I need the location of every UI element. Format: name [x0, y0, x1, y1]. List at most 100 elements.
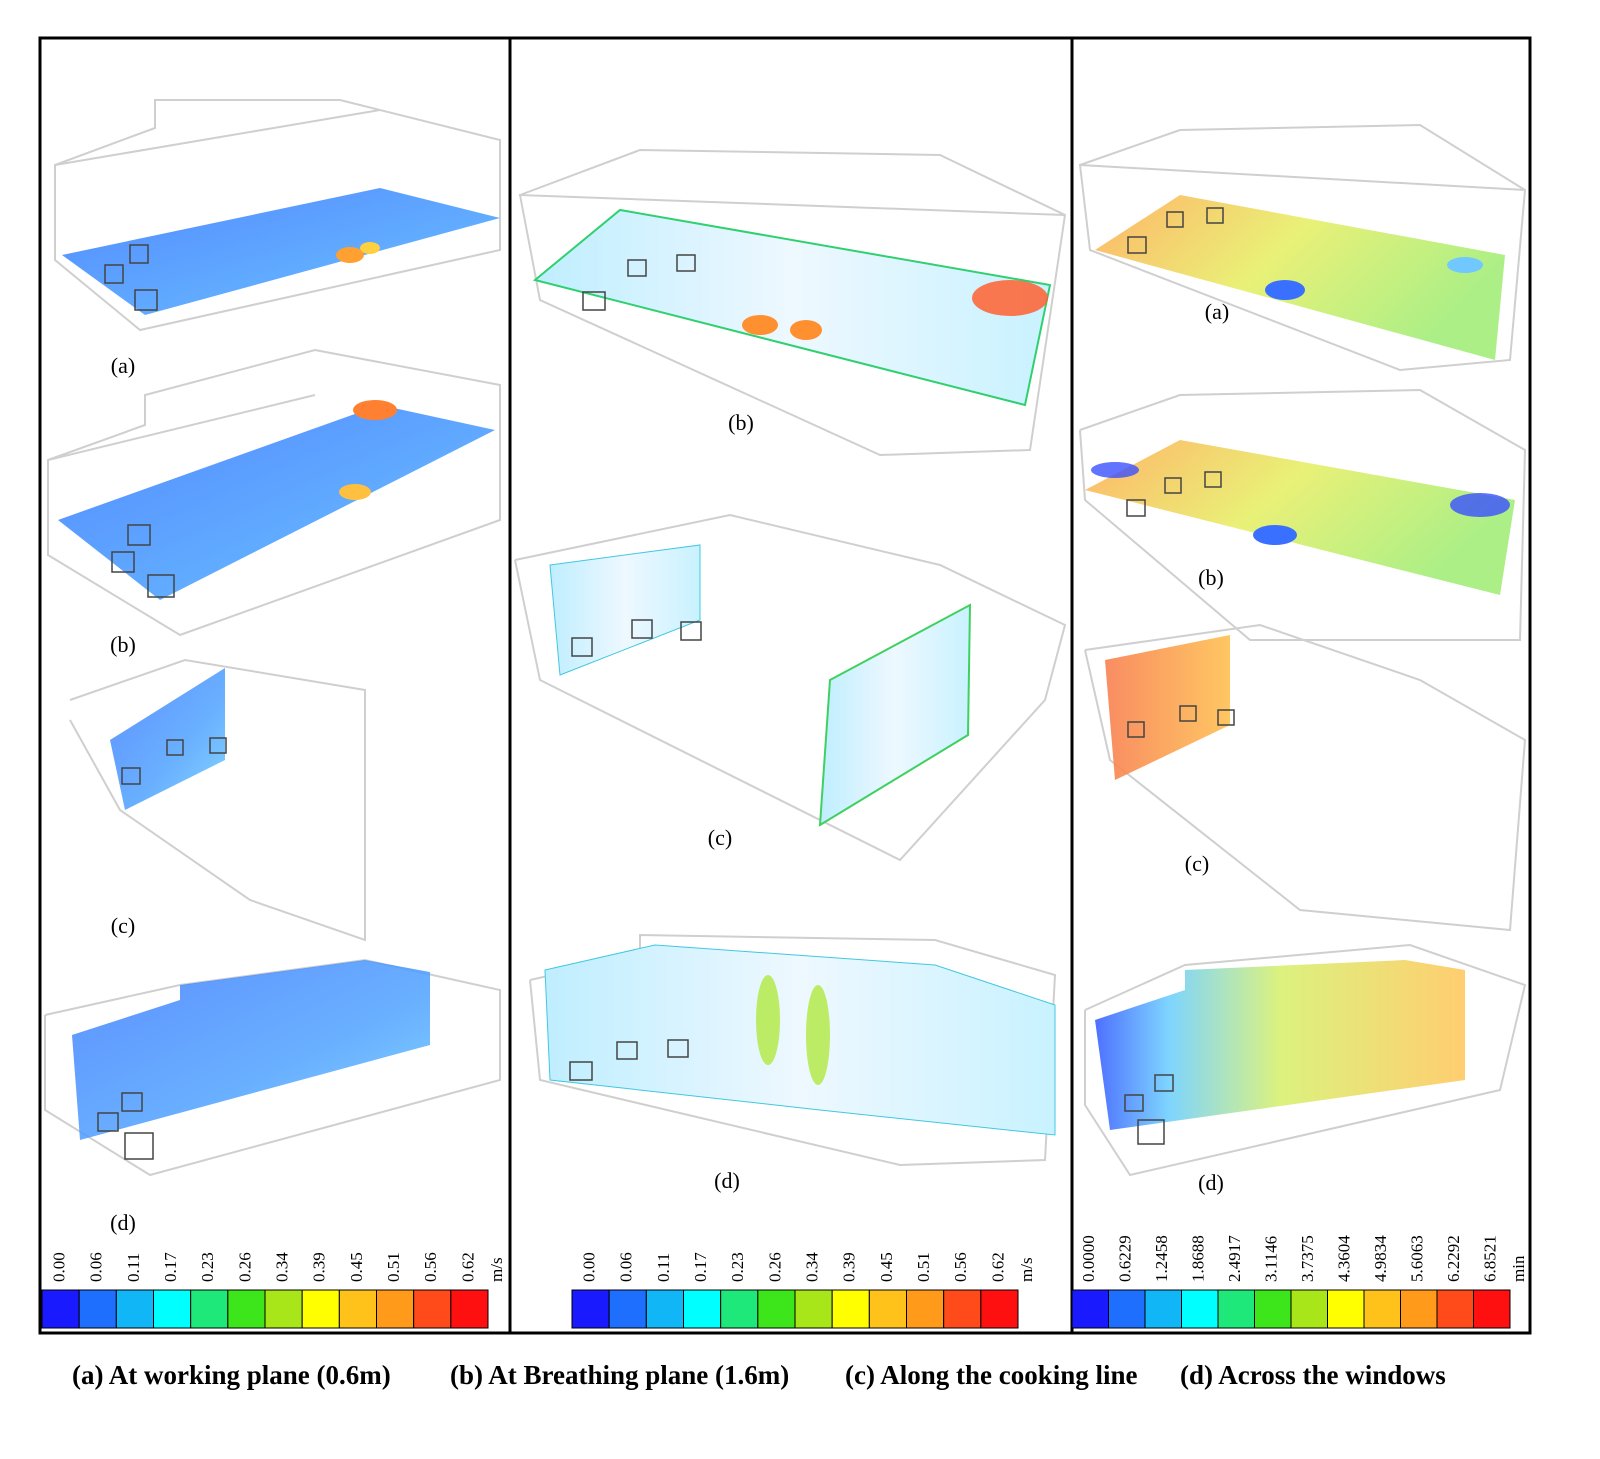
scene: [47, 348, 501, 637]
colorbar-label: 0.23: [728, 1252, 747, 1282]
colorbar-label: 0.17: [161, 1252, 180, 1282]
colorbar-cell: [683, 1289, 722, 1329]
colorbar-label: 0.26: [235, 1252, 254, 1282]
colorbar-label: 0.51: [384, 1252, 403, 1282]
colorbar-label: 0.26: [765, 1252, 784, 1282]
colorbar-cell: [1144, 1289, 1182, 1329]
colorbar-cell: [227, 1289, 266, 1329]
colorbar-cell: [794, 1289, 833, 1329]
colorbar-unit: m/s: [487, 1257, 506, 1282]
colorbar-cell: [757, 1289, 796, 1329]
colorbar-label: 0.45: [877, 1252, 896, 1282]
colorbar-label: 0.0000: [1079, 1235, 1098, 1282]
colorbar-cell: [1400, 1289, 1438, 1329]
panel-label: (c): [1185, 851, 1209, 876]
colorbar-label: 0.06: [87, 1252, 106, 1282]
scene: [1084, 943, 1527, 1177]
colorbar-label: 4.9834: [1371, 1235, 1390, 1282]
scene: [1078, 123, 1527, 372]
colorbar-label: 0.62: [458, 1252, 477, 1282]
colorbar-label: 3.7375: [1298, 1235, 1317, 1282]
colorbar-label: 4.3604: [1335, 1235, 1354, 1282]
colorbar-cell: [413, 1289, 452, 1329]
colorbar-cell: [571, 1289, 610, 1329]
colorbar-cell: [1108, 1289, 1146, 1329]
panel-label: (c): [111, 913, 135, 938]
scene: [514, 513, 1067, 862]
colorbar-cell: [1436, 1289, 1474, 1329]
colorbar-cell: [645, 1289, 684, 1329]
frame: [38, 36, 1532, 1335]
panel-label: (b): [110, 632, 136, 657]
colorbar-cell: [264, 1289, 303, 1329]
colorbar-cell: [720, 1289, 759, 1329]
colorbar-label: 1.2458: [1152, 1235, 1171, 1282]
colorbar-unit: min: [1509, 1255, 1528, 1282]
colorbar-label: 6.8521: [1481, 1235, 1500, 1282]
colorbar-label: 3.1146: [1262, 1236, 1281, 1282]
colorbar-cell: [1254, 1289, 1292, 1329]
colorbar-cell: [868, 1289, 907, 1329]
panel-label: (b): [1198, 565, 1224, 590]
colorbar-cell: [301, 1289, 340, 1329]
colorbar-label: 0.34: [272, 1252, 291, 1282]
scene: [54, 99, 501, 332]
colorbar-label: 0.23: [198, 1252, 217, 1282]
colorbar-cell: [1363, 1289, 1401, 1329]
panel-label: (d): [714, 1168, 740, 1193]
colorbar-label: 0.51: [914, 1252, 933, 1282]
colorbar-cell: [153, 1289, 192, 1329]
panel-label: (d): [110, 1210, 136, 1235]
colorbar-label: 0.6229: [1116, 1235, 1135, 1282]
scene: [69, 658, 366, 942]
caption: (c) Along the cooking line: [845, 1360, 1138, 1390]
colorbar-label: 0.06: [617, 1252, 636, 1282]
colorbar-label: 0.17: [691, 1252, 710, 1282]
scene: [44, 958, 501, 1177]
scene: [518, 148, 1067, 457]
colorbar-cell: [943, 1289, 982, 1329]
colorbar-label: 0.39: [840, 1252, 859, 1282]
colorbar-cell: [906, 1289, 945, 1329]
colorbar-cell: [450, 1289, 489, 1329]
scene: [1079, 388, 1527, 641]
scene: [1084, 623, 1527, 932]
colorbar-cell: [115, 1289, 155, 1329]
caption: (a) At working plane (0.6m): [72, 1360, 391, 1390]
colorbar-label: 0.11: [124, 1253, 143, 1282]
colorbar-cell: [190, 1289, 229, 1329]
colorbar-cell: [608, 1289, 647, 1329]
caption: (b) At Breathing plane (1.6m): [450, 1360, 789, 1390]
colorbar-label: 0.56: [951, 1252, 970, 1282]
colorbar-cell: [1473, 1289, 1511, 1329]
colorbar-cell: [1217, 1289, 1255, 1329]
colorbar-label: 0.11: [654, 1253, 673, 1282]
colorbar-cell: [338, 1289, 378, 1329]
colorbar-cell: [1181, 1289, 1219, 1329]
colorbar-cell: [1327, 1289, 1365, 1329]
colorbar-label: 6.2292: [1444, 1235, 1463, 1282]
colorbar-cell: [980, 1289, 1019, 1329]
panel-label: (a): [111, 353, 135, 378]
colorbar-label: 0.34: [802, 1252, 821, 1282]
scene: [529, 933, 1057, 1167]
caption: (d) Across the windows: [1180, 1360, 1446, 1390]
colorbar-label: 0.56: [421, 1252, 440, 1282]
panel-label: (a): [1205, 299, 1229, 324]
colorbar-label: 0.62: [988, 1252, 1007, 1282]
panel-label: (b): [728, 410, 754, 435]
colorbar-label: 2.4917: [1225, 1235, 1244, 1282]
panel-label: (c): [708, 825, 732, 850]
colorbar-label: 0.00: [579, 1252, 598, 1282]
colorbar-cell: [41, 1289, 80, 1329]
colorbar-cell: [376, 1289, 415, 1329]
colorbar-cell: [78, 1289, 117, 1329]
colorbar-label: 1.8688: [1189, 1235, 1208, 1282]
colorbar-cell: [831, 1289, 870, 1329]
colorbar-label: 5.6063: [1408, 1235, 1427, 1282]
colorbar-cell: [1290, 1289, 1328, 1329]
panel-label: (d): [1198, 1170, 1224, 1195]
colorbar-label: 0.39: [310, 1252, 329, 1282]
colorbar-unit: m/s: [1017, 1257, 1036, 1282]
